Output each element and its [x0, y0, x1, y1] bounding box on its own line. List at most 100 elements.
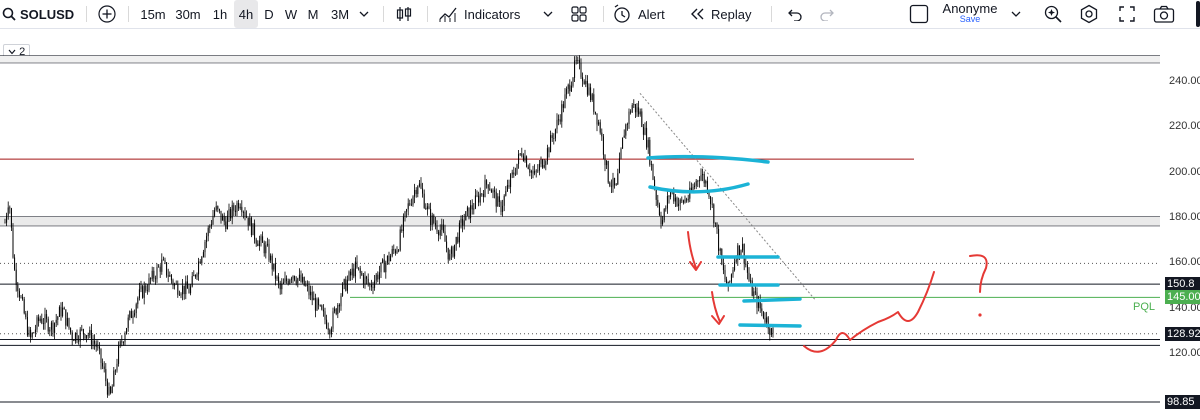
chart-type-button[interactable] — [390, 0, 418, 28]
candle-body — [703, 173, 705, 184]
candle-body — [214, 210, 216, 216]
candle-body — [95, 343, 97, 347]
candle-body — [114, 370, 116, 372]
candle-body — [682, 200, 684, 203]
candle-body — [228, 209, 230, 216]
candle-body — [12, 227, 14, 258]
candle-body — [130, 311, 132, 318]
candle-body — [241, 206, 243, 213]
candle-body — [588, 87, 590, 95]
candles-icon — [396, 7, 412, 21]
candle-body — [9, 207, 11, 209]
replay-button[interactable]: Replay — [690, 0, 762, 28]
settings-button[interactable] — [1076, 0, 1102, 28]
candle-body — [329, 329, 331, 335]
candle-body — [497, 196, 499, 207]
interval-4h[interactable]: 4h — [234, 0, 258, 28]
candle-body — [92, 340, 94, 345]
redo-button[interactable] — [816, 0, 840, 28]
snapshot-button[interactable] — [1150, 0, 1178, 28]
compare-symbol-button[interactable] — [94, 0, 120, 28]
candle-body — [465, 211, 467, 221]
candle-body — [625, 124, 627, 136]
interval-15m[interactable]: 15m — [140, 6, 166, 22]
candle-body — [510, 174, 512, 187]
interval-d[interactable]: D — [264, 6, 274, 22]
candle-body — [156, 267, 158, 280]
candle-body — [151, 270, 153, 280]
candle-body — [30, 329, 32, 338]
interval-30m[interactable]: 30m — [175, 6, 201, 22]
candle-body — [198, 261, 200, 275]
candle-body — [562, 104, 564, 108]
candle-body — [602, 136, 604, 155]
candle-body — [657, 199, 659, 205]
candle-body — [654, 179, 656, 189]
candle-body — [196, 274, 198, 277]
candle-body — [514, 173, 516, 175]
candle-body — [537, 170, 539, 172]
undo-button[interactable] — [782, 0, 806, 28]
candle-body — [292, 275, 294, 279]
candle-body — [634, 104, 636, 113]
interval-1h[interactable]: 1h — [212, 6, 228, 22]
candle-body — [102, 362, 104, 367]
interval-w[interactable]: W — [284, 6, 298, 22]
candle-body — [324, 311, 326, 320]
fullscreen-button[interactable] — [1114, 0, 1140, 28]
candle-body — [746, 264, 748, 273]
templates-button[interactable] — [566, 0, 592, 28]
candle-body — [575, 60, 577, 62]
price-tick-label: 200.00 — [1169, 165, 1200, 178]
candle-body — [230, 209, 232, 219]
publish-button[interactable] — [1184, 0, 1200, 28]
candle-body — [422, 188, 424, 194]
candle-body — [418, 183, 420, 187]
candle-body — [698, 180, 700, 182]
candle-body — [116, 363, 118, 371]
candle-body — [266, 243, 268, 246]
price-axis[interactable] — [1160, 29, 1200, 420]
candle-body — [641, 111, 643, 127]
candle-body — [57, 316, 59, 320]
user-drawings — [646, 154, 988, 353]
indicators-button[interactable]: Indicators — [438, 0, 534, 28]
candle-body — [364, 276, 366, 284]
layout-checkbox[interactable] — [906, 0, 932, 28]
alert-button[interactable]: Alert — [612, 0, 678, 28]
candle-body — [762, 311, 764, 319]
candle-body — [441, 224, 443, 230]
indicators-dropdown[interactable] — [540, 0, 556, 28]
candle-body — [647, 139, 649, 148]
candle-body — [649, 139, 651, 165]
candle-body — [713, 204, 715, 224]
candle-body — [201, 256, 203, 264]
candle-body — [119, 341, 121, 346]
candle-body — [38, 317, 40, 321]
candle-body — [500, 201, 502, 212]
interval-dropdown[interactable] — [356, 0, 372, 28]
candle-body — [764, 318, 766, 323]
candle-body — [502, 205, 504, 212]
candle-body — [495, 191, 497, 207]
candle-body — [182, 285, 184, 295]
candle-body — [18, 291, 20, 298]
interval-m[interactable]: M — [307, 6, 319, 22]
candle-body — [52, 322, 54, 333]
layout-dropdown[interactable] — [1008, 0, 1024, 28]
rewind-icon — [691, 8, 704, 20]
candle-body — [708, 191, 710, 197]
candle-body — [436, 225, 438, 232]
trend-line — [639, 93, 816, 300]
toolbar-divider — [0, 28, 1200, 29]
layout-name-button[interactable]: Anonyme Save — [942, 1, 998, 24]
interval-3m[interactable]: 3M — [330, 6, 350, 22]
candle-body — [503, 195, 505, 206]
quick-search-button[interactable] — [1040, 0, 1066, 28]
symbol-search[interactable]: SOLUSD — [2, 0, 82, 28]
candle-body — [415, 189, 417, 195]
candle-body — [390, 255, 392, 262]
candle-body — [372, 287, 374, 288]
red-marker-2 — [803, 271, 935, 353]
